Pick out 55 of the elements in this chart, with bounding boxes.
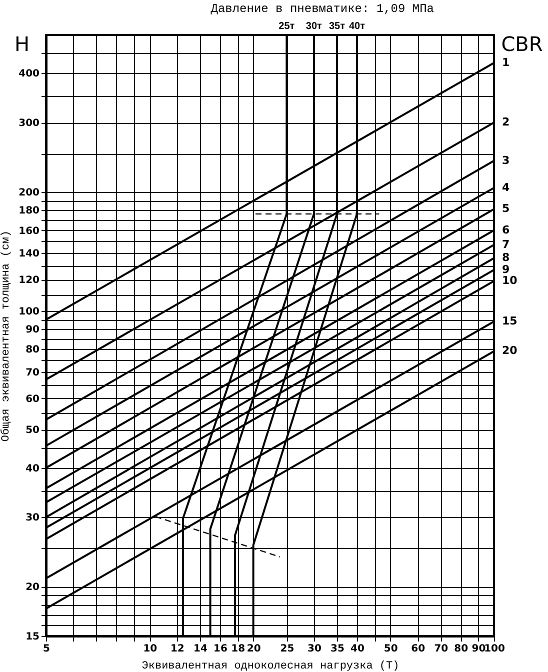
series-label: 5 (502, 202, 510, 216)
x-tick-label: 10 (143, 644, 158, 654)
y-axis-title: Общая эквивалентная толщина (см) (0, 230, 13, 442)
y-tick-label: 70 (26, 367, 40, 378)
series-label: 35т (328, 21, 346, 32)
y-tick-label: 15 (26, 632, 40, 642)
series-label: 30т (306, 21, 322, 32)
y-tick-label: 200 (18, 188, 40, 199)
x-tick-label: 25 (280, 644, 294, 654)
y-tick-label: 50 (26, 425, 40, 436)
x-tick-label: 16 (213, 644, 228, 654)
y-tick-label: 60 (26, 394, 40, 405)
y-tick-label: 20 (26, 582, 40, 594)
series-label: 6 (502, 223, 510, 236)
y-tick-label: 90 (26, 324, 40, 336)
series-label: 40т (348, 21, 366, 32)
series-label: 15 (502, 314, 518, 328)
x-tick-label: 20 (246, 644, 261, 654)
x-tick-label: 12 (170, 644, 184, 654)
x-tick-label: 35 (330, 644, 344, 654)
y-tick-label: 140 (18, 248, 40, 260)
y-tick-label: 180 (18, 206, 40, 217)
y-tick-label: 80 (26, 344, 40, 356)
x-tick-label: 70 (434, 644, 448, 654)
series-label: 1 (502, 56, 510, 69)
x-tick-label: 14 (194, 644, 208, 654)
y-tick-label: 100 (18, 306, 40, 318)
series-label: 8 (502, 251, 510, 264)
y-tick-label: 300 (18, 118, 40, 130)
x-tick-label: 90 (472, 644, 486, 654)
y-tick-label: 400 (18, 68, 40, 80)
series-label: 10 (502, 274, 518, 288)
x-tick-label: 80 (454, 644, 468, 654)
x-axis-title: Эквивалентная одноколесная нагрузка (Т) (142, 660, 400, 672)
y-tick-label: 120 (18, 275, 40, 286)
series-label: 7 (502, 238, 510, 251)
x-tick-label: 40 (350, 644, 364, 654)
series-label: 25т (278, 21, 295, 32)
text: H (14, 32, 30, 56)
series-label: 2 (502, 116, 510, 129)
x-tick-label: 5 (43, 644, 50, 654)
chart-title: Давление в пневматике: 1,09 МПа (210, 2, 434, 16)
series-label: 4 (502, 180, 510, 194)
x-tick-label: 50 (384, 644, 398, 654)
series-label: 20 (502, 344, 518, 358)
text: CBR (501, 32, 543, 56)
y-tick-label: 160 (18, 226, 40, 237)
series-label: 3 (502, 154, 510, 167)
y-tick-label: 30 (26, 512, 40, 524)
x-tick-label: 60 (411, 644, 426, 654)
series-label: 9 (502, 262, 510, 276)
x-tick-label: 30 (307, 644, 322, 654)
x-tick-label: 100 (484, 644, 505, 654)
y-tick-label: 40 (26, 463, 40, 474)
x-tick-label: 18 (231, 644, 246, 654)
